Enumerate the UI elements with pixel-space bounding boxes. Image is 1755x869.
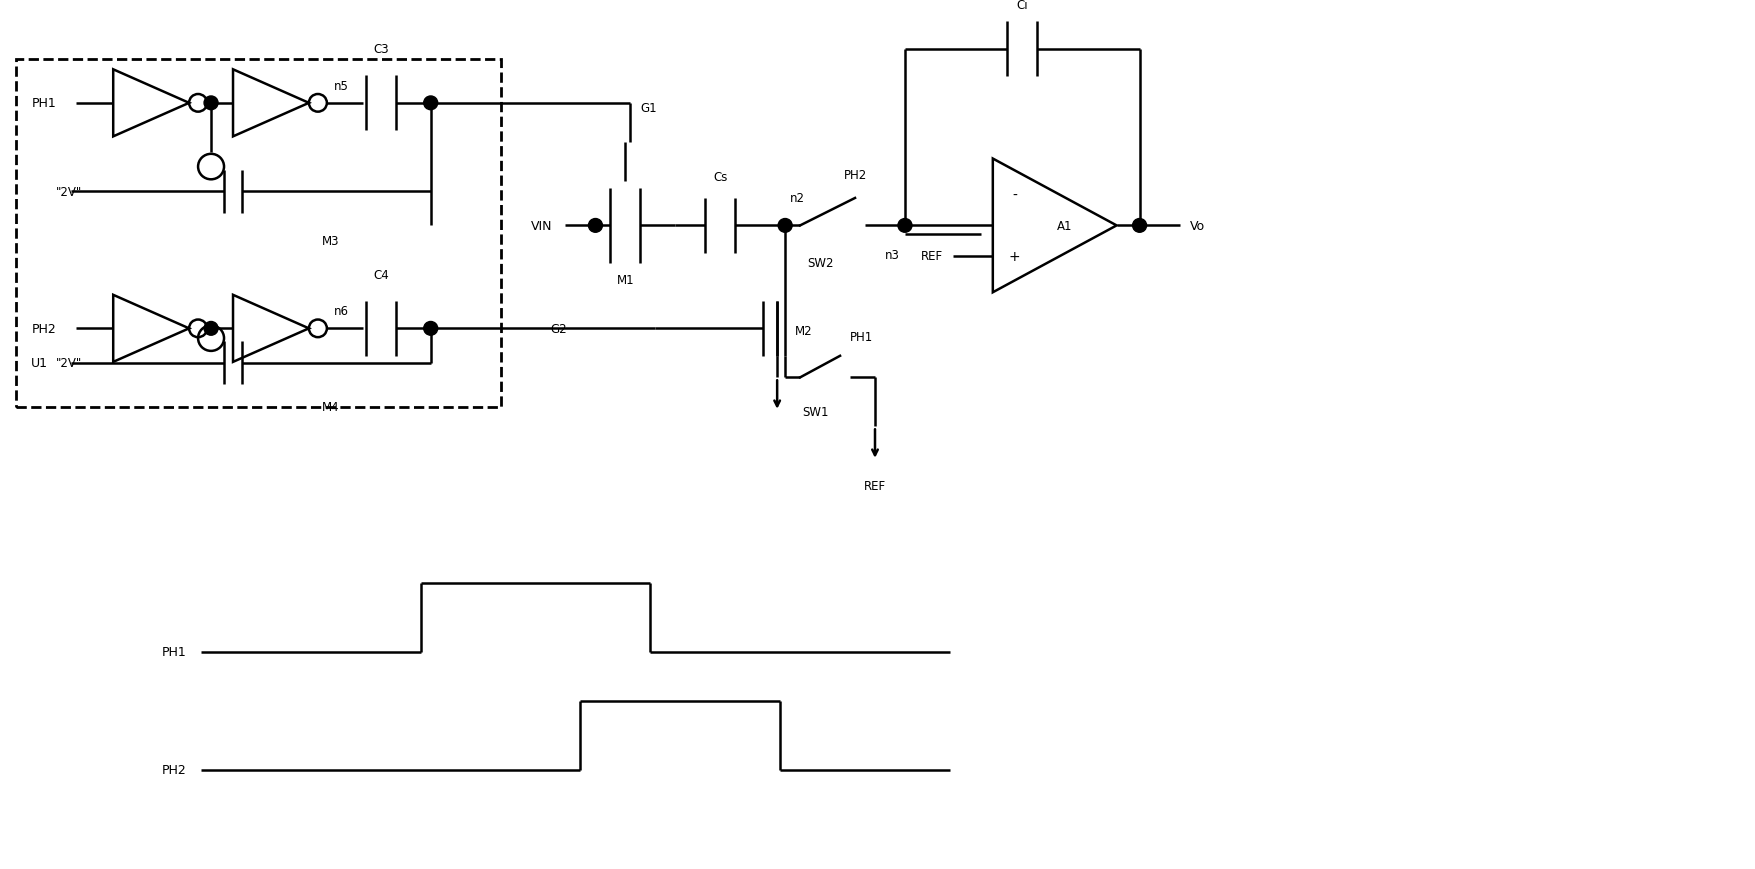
Text: Cs: Cs (713, 170, 727, 183)
Text: Vo: Vo (1190, 220, 1204, 233)
Circle shape (588, 219, 602, 233)
Text: Ci: Ci (1016, 0, 1028, 12)
Text: PH1: PH1 (32, 97, 56, 110)
Circle shape (423, 96, 437, 110)
Bar (16, 60, 500, 408)
Text: n5: n5 (333, 80, 349, 93)
Text: n2: n2 (790, 192, 806, 205)
Text: G2: G2 (551, 322, 567, 335)
Text: PH1: PH1 (161, 646, 186, 659)
Text: M3: M3 (323, 235, 340, 248)
Text: M4: M4 (323, 401, 340, 414)
Text: U1: U1 (32, 357, 49, 369)
Text: SW2: SW2 (807, 257, 834, 270)
Text: SW1: SW1 (802, 406, 828, 419)
Text: "2V": "2V" (56, 185, 82, 198)
Text: n3: n3 (885, 249, 900, 262)
Text: VIN: VIN (530, 220, 553, 233)
Circle shape (899, 219, 913, 233)
Text: REF: REF (921, 250, 942, 263)
Text: PH2: PH2 (844, 169, 867, 182)
Circle shape (777, 219, 792, 233)
Text: PH2: PH2 (32, 322, 56, 335)
Text: M2: M2 (795, 324, 813, 337)
Text: -: - (1013, 189, 1016, 202)
Text: M1: M1 (616, 274, 634, 287)
Circle shape (1132, 219, 1146, 233)
Text: REF: REF (863, 479, 886, 492)
Circle shape (204, 322, 218, 335)
Text: C4: C4 (372, 269, 388, 282)
Circle shape (423, 322, 437, 335)
Text: "2V": "2V" (56, 357, 82, 369)
Text: A1: A1 (1057, 220, 1072, 233)
Text: n6: n6 (333, 305, 349, 318)
Text: PH2: PH2 (161, 763, 186, 776)
Text: G1: G1 (641, 103, 656, 115)
Text: PH1: PH1 (849, 330, 874, 343)
Text: +: + (1009, 249, 1020, 263)
Text: C3: C3 (374, 43, 388, 56)
Circle shape (204, 96, 218, 110)
